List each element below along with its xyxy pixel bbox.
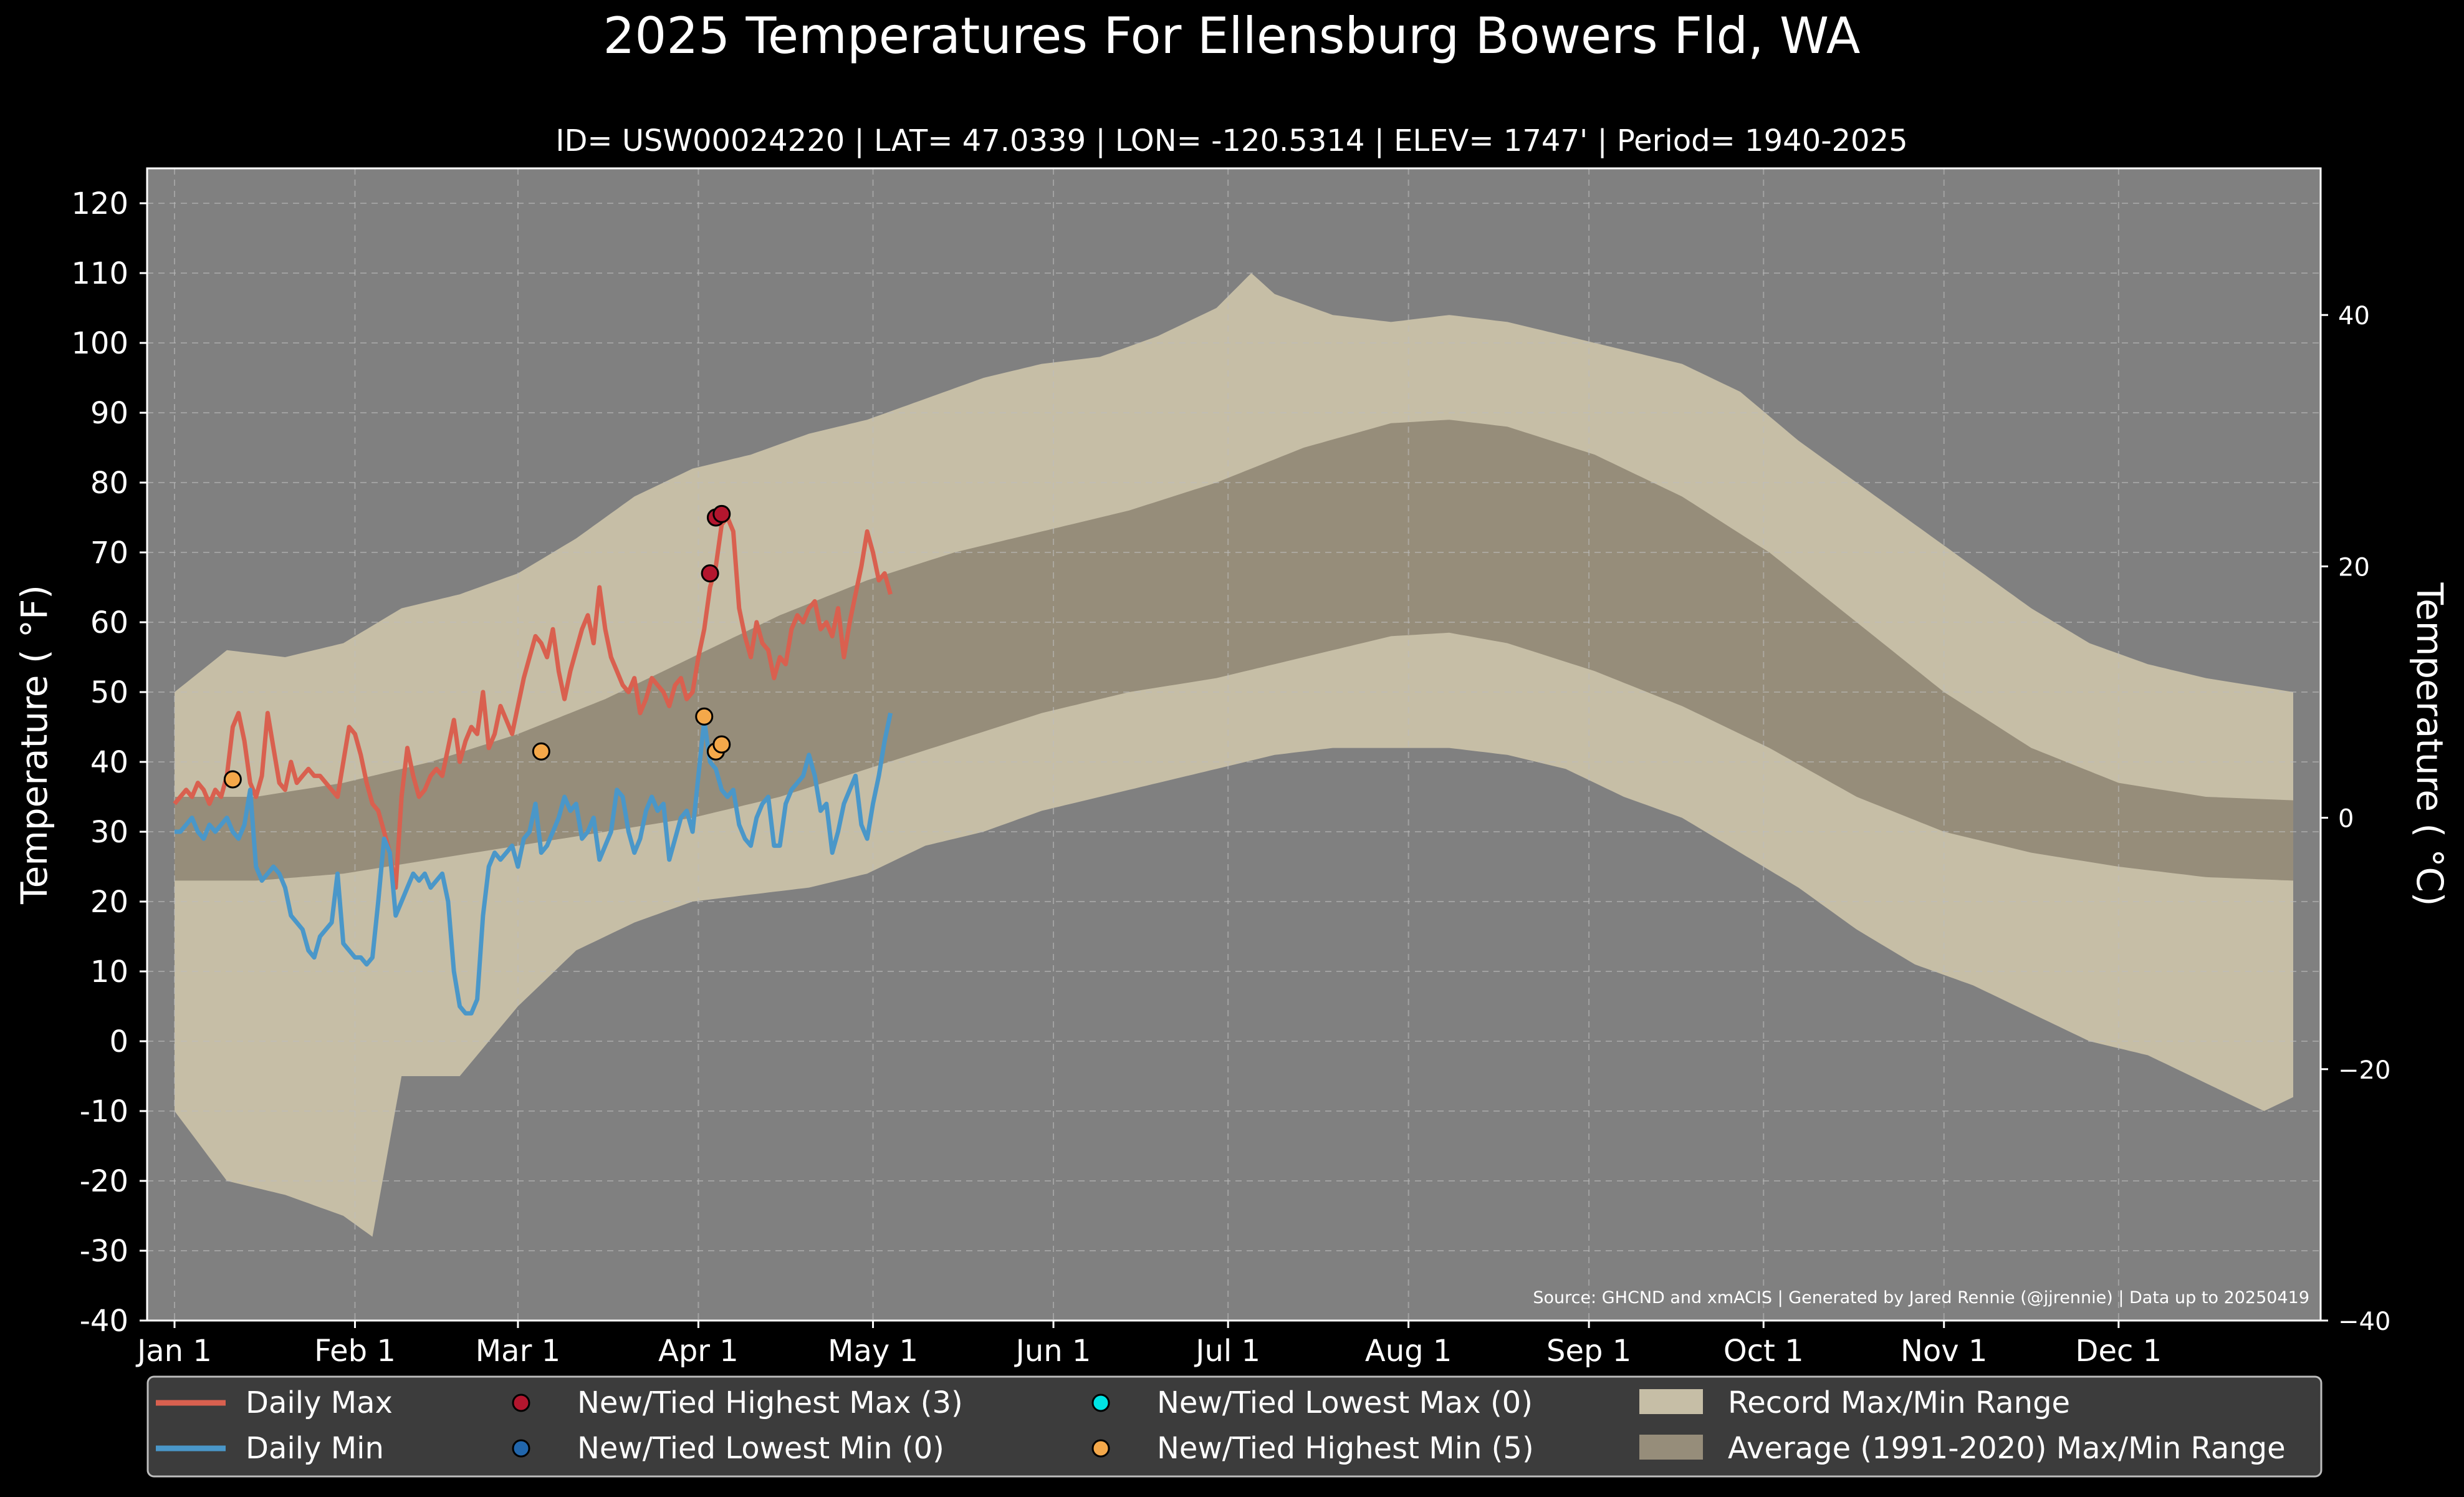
y-tick-label: 60: [90, 605, 128, 640]
daily-max-line: [173, 515, 893, 890]
x-tick-label: Sep 1: [1546, 1334, 1631, 1369]
y-tick-label: 120: [71, 186, 128, 221]
record-marker-3: [532, 742, 550, 761]
record-marker-0: [701, 564, 719, 583]
record-marker-0: [712, 504, 731, 523]
legend-highest-max-label: New/Tied Highest Max (3): [577, 1385, 963, 1420]
legend-average-range-swatch: [1639, 1435, 1703, 1460]
legend-highest-min-label: New/Tied Highest Min (5): [1157, 1431, 1534, 1466]
grid: [147, 168, 2321, 1321]
record-markers: [223, 504, 731, 789]
x-tick-label: Apr 1: [658, 1334, 739, 1369]
x-tick-label: May 1: [828, 1334, 918, 1369]
record-marker-3: [712, 735, 731, 754]
y-tick-label: 40: [90, 745, 128, 780]
x-tick-label: Jan 1: [135, 1334, 212, 1369]
y-tick-label: 110: [71, 256, 128, 291]
legend-lowest-max-marker: [1091, 1394, 1110, 1412]
plot-frame: [146, 167, 2322, 1322]
legend-lowest-min-marker: [512, 1439, 530, 1458]
y-tick-label: 90: [90, 396, 128, 431]
plot-area: Source: GHCND and xmACIS | Generated by …: [146, 167, 2322, 1322]
record-marker-3: [695, 707, 714, 726]
legend-box: [146, 1375, 2323, 1478]
y-tick-label-right: 0: [2338, 805, 2354, 834]
x-tick-label: Mar 1: [476, 1334, 560, 1369]
y-tick-label: 80: [90, 466, 128, 501]
x-tick-label: Jul 1: [1194, 1334, 1260, 1369]
x-tick-label: Oct 1: [1723, 1334, 1804, 1369]
y-tick-label: 0: [109, 1024, 128, 1059]
x-tick-label: Nov 1: [1901, 1334, 1987, 1369]
record-marker-3: [223, 770, 242, 789]
y-tick-label: -20: [80, 1164, 128, 1199]
source-note: Source: GHCND and xmACIS | Generated by …: [1533, 1288, 2309, 1307]
y-tick-label: 30: [90, 815, 128, 850]
x-tick-label: Feb 1: [314, 1334, 396, 1369]
y-tick-label-right: −40: [2338, 1307, 2390, 1336]
x-tick-label: Aug 1: [1365, 1334, 1452, 1369]
record-range-band: [175, 273, 2293, 1237]
y-tick-label: -30: [80, 1234, 128, 1269]
y-tick-label: -10: [80, 1094, 128, 1129]
y-axis-label: Temperature ( °F): [13, 585, 55, 905]
legend: Daily Max Daily Min New/Tied Highest Max…: [146, 1375, 2323, 1478]
chart-title: 2025 Temperatures For Ellensburg Bowers …: [603, 7, 1861, 65]
y-axis-right: 40 20 0 −20 −40: [2321, 302, 2390, 1336]
legend-lowest-min-label: New/Tied Lowest Min (0): [577, 1431, 944, 1466]
y-tick-label-right: 40: [2338, 302, 2370, 330]
y-tick-label: 100: [71, 326, 128, 361]
y-tick-label: 20: [90, 885, 128, 920]
y-tick-label-right: 20: [2338, 553, 2370, 582]
y-tick-label: 50: [90, 675, 128, 710]
y-tick-label: -40: [80, 1304, 128, 1339]
legend-average-range-label: Average (1991-2020) Max/Min Range: [1728, 1431, 2286, 1466]
legend-highest-min-marker: [1091, 1439, 1110, 1458]
x-tick-label: Jun 1: [1014, 1334, 1091, 1369]
chart-subtitle: ID= USW00024220 | LAT= 47.0339 | LON= -1…: [555, 123, 1907, 158]
legend-daily-min-label: Daily Min: [246, 1431, 384, 1466]
legend-highest-max-marker: [512, 1394, 530, 1412]
legend-record-range-label: Record Max/Min Range: [1728, 1385, 2070, 1420]
x-axis: Jan 1 Feb 1 Mar 1 Apr 1 May 1 Jun 1 Jul 1 Aug 1…: [135, 1321, 2162, 1369]
y-tick-label-right: −20: [2338, 1056, 2390, 1085]
daily-min-line: [175, 712, 893, 1016]
legend-record-range-swatch: [1639, 1389, 1703, 1414]
legend-daily-max-label: Daily Max: [246, 1385, 393, 1420]
y-tick-label: 10: [90, 955, 128, 989]
y-tick-label: 70: [90, 536, 128, 570]
x-tick-label: Dec 1: [2076, 1334, 2162, 1369]
series-lines: [173, 515, 893, 1016]
y-axis-label-right: Temperature ( °C): [2409, 582, 2451, 906]
legend-lowest-max-label: New/Tied Lowest Max (0): [1157, 1385, 1533, 1420]
average-range-band: [175, 420, 2293, 881]
